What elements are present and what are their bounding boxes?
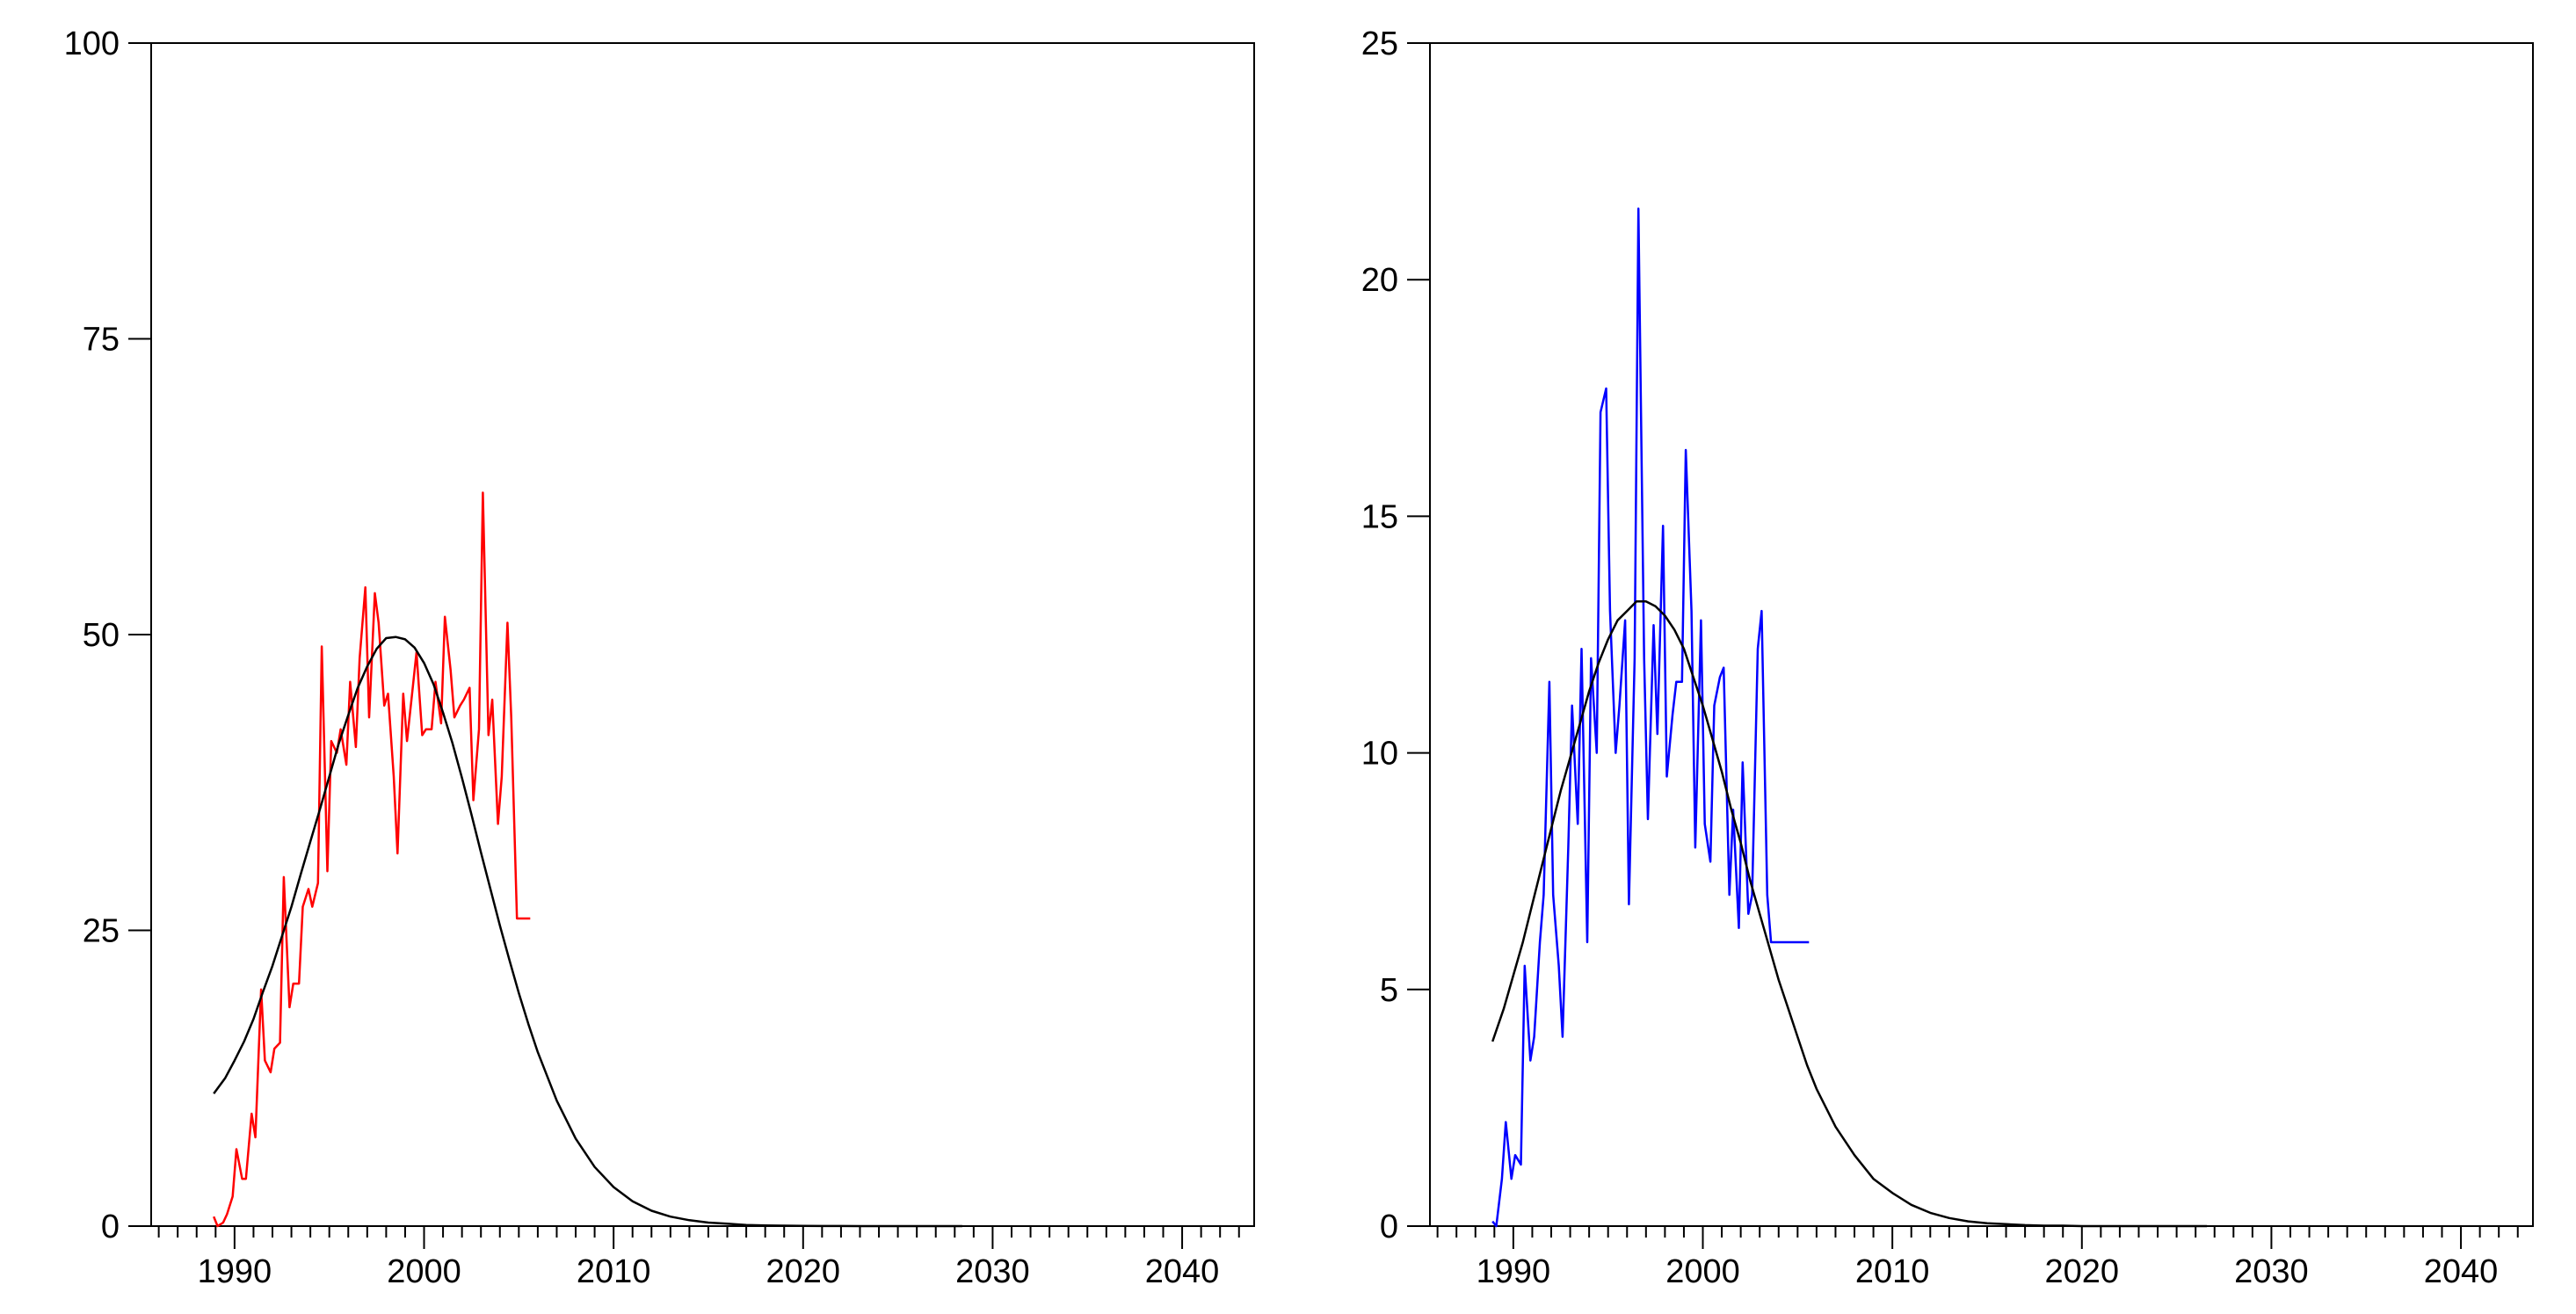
plot-frame — [1429, 42, 2534, 1227]
series-fitted-curve — [1491, 600, 2208, 1228]
y-tick-label: 0 — [101, 1209, 120, 1245]
x-tick-label: 2000 — [387, 1253, 461, 1290]
series-observed-line — [1491, 207, 1810, 1228]
y-tick-label: 20 — [1361, 262, 1398, 299]
x-tick-label: 2010 — [577, 1253, 651, 1290]
x-tick-label: 2030 — [2234, 1253, 2309, 1290]
x-tick-label: 1990 — [1477, 1253, 1551, 1290]
y-tick-label: 75 — [83, 322, 120, 359]
x-tick-label: 2040 — [1145, 1253, 1220, 1290]
chart-right: 0 5 10 15 20 25 1990 2000 2010 2020 2030 2040 — [1361, 25, 2534, 1290]
y-tick-label: 0 — [1380, 1209, 1398, 1245]
x-tick-label: 2000 — [1665, 1253, 1740, 1290]
y-tick-label: 50 — [83, 617, 120, 654]
chart-left: 0 25 50 75 100 1990 2000 2010 2020 2030 2040 — [64, 25, 1255, 1290]
x-tick-label: 2040 — [2424, 1253, 2499, 1290]
plot-frame — [150, 42, 1255, 1227]
y-tick-label: 100 — [64, 25, 120, 62]
y-tick-label: 15 — [1361, 498, 1398, 535]
x-tick-label: 2020 — [2045, 1253, 2120, 1290]
y-tick-label: 10 — [1361, 736, 1398, 773]
x-tick-label: 1990 — [198, 1253, 272, 1290]
y-tick-label: 5 — [1380, 972, 1398, 1009]
series-fitted-curve — [213, 635, 962, 1228]
y-tick-label: 25 — [83, 913, 120, 950]
y-tick-label: 25 — [1361, 25, 1398, 62]
x-tick-label: 2010 — [1855, 1253, 1930, 1290]
x-tick-label: 2020 — [766, 1253, 841, 1290]
x-tick-label: 2030 — [955, 1253, 1030, 1290]
